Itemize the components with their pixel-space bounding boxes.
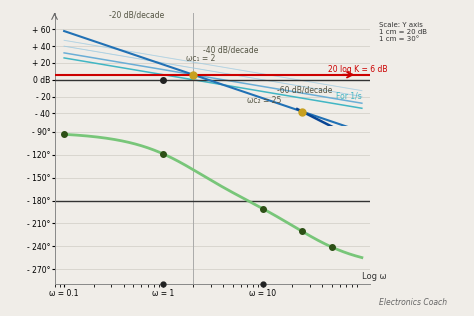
Text: -60 dB/decade: -60 dB/decade (277, 85, 332, 94)
Text: 20 log K = 6 dB: 20 log K = 6 dB (328, 65, 388, 74)
Text: Scale: Y axis
1 cm = 20 dB
1 cm = 30°: Scale: Y axis 1 cm = 20 dB 1 cm = 30° (379, 22, 427, 42)
Text: ωc₁ = 2: ωc₁ = 2 (186, 54, 216, 63)
Text: -40 dB/decade: -40 dB/decade (203, 46, 258, 55)
Text: Log ω: Log ω (362, 271, 386, 281)
Text: For 1/s: For 1/s (336, 91, 362, 100)
Text: -20 dB/decade: -20 dB/decade (109, 11, 164, 20)
Text: ωc₂ = 25: ωc₂ = 25 (247, 96, 282, 105)
Text: Electronics Coach: Electronics Coach (379, 298, 447, 307)
